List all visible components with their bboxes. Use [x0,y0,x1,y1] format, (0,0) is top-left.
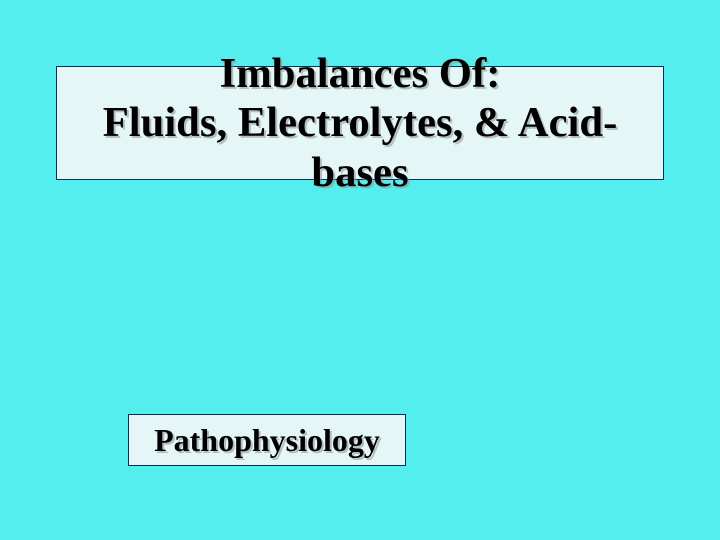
subtitle-text: Pathophysiology [154,422,380,459]
title-box: Imbalances Of: Fluids, Electrolytes, & A… [56,66,664,180]
title-line1: Imbalances Of: [220,49,501,98]
subtitle-box: Pathophysiology [128,414,406,466]
title-line2: Fluids, Electrolytes, & Acid-bases [57,98,663,196]
slide-background: Imbalances Of: Fluids, Electrolytes, & A… [0,0,720,540]
